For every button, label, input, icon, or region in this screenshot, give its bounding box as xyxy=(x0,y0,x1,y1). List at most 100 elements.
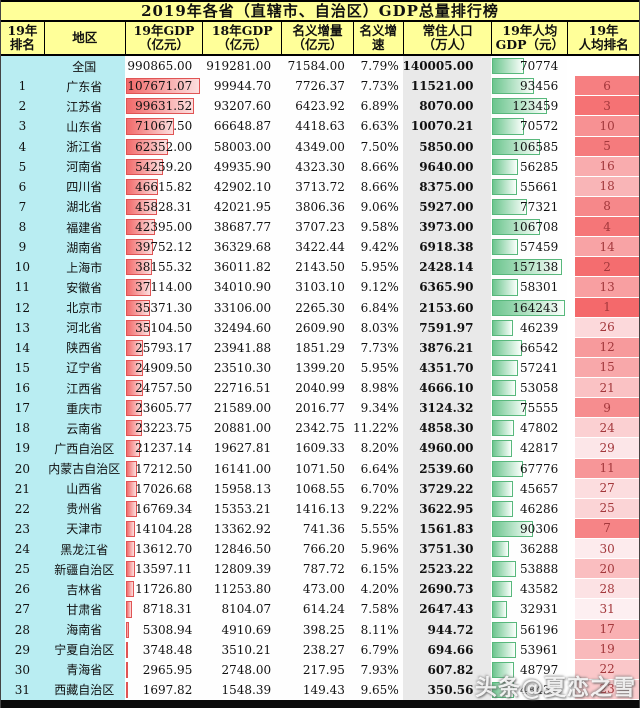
gdp18-cell: 20881.00 xyxy=(202,418,282,439)
gdp-bar xyxy=(125,299,150,316)
gdp18-cell: 36329.68 xyxy=(202,237,282,258)
table-row: 5 河南省 54259.20 49935.90 4323.30 8.66% 9640.00 5… xyxy=(1,156,639,177)
table-row: 25 新疆自治区 13597.11 12809.39 787.72 6.15% 2523.2… xyxy=(1,559,639,580)
population-cell: 2539.60 xyxy=(402,458,492,479)
percap-bar xyxy=(492,239,519,256)
percap-rank-fill: 14 xyxy=(575,237,639,257)
growth-cell: 8.66% xyxy=(352,156,403,177)
region-cell: 黑龙江省 xyxy=(43,539,125,560)
rank-cell: 20 xyxy=(1,458,44,479)
gdp-bar xyxy=(125,661,128,678)
gdp19-cell: 17026.68 xyxy=(124,478,203,499)
percap-rank-cell: 28 xyxy=(567,579,639,600)
percap-rank-cell: 4 xyxy=(567,217,639,238)
rank-cell: 17 xyxy=(1,398,44,419)
gdp-bar xyxy=(125,78,200,95)
delta-cell: 1851.29 xyxy=(281,337,353,358)
column-header-region: 地区 xyxy=(43,22,125,54)
population-cell: 6918.38 xyxy=(402,237,492,258)
percap-rank-fill: 25 xyxy=(575,498,639,518)
region-cell: 宁夏自治区 xyxy=(43,639,125,660)
gdp-bar xyxy=(125,681,128,698)
percap-bar xyxy=(492,198,527,215)
percap-rank-fill: 22 xyxy=(575,659,639,679)
percap-rank-cell: 26 xyxy=(567,317,639,338)
gdp-bar xyxy=(125,440,141,457)
percap-bar xyxy=(492,219,540,236)
table-row: 12 北京市 35371.30 33106.00 2265.30 6.84% 2153.60… xyxy=(1,297,639,318)
rank-cell: 25 xyxy=(1,559,44,580)
percap-rank-cell: 27 xyxy=(567,478,639,499)
gdp19-cell: 24757.50 xyxy=(124,378,203,399)
delta-cell: 741.36 xyxy=(281,518,353,539)
percap-rank-cell: 29 xyxy=(567,438,639,459)
table-row: 全国 990865.00 919281.00 71584.00 7.79% 140005.… xyxy=(1,56,639,77)
gdp18-cell: 22716.51 xyxy=(202,378,282,399)
delta-cell: 3422.44 xyxy=(281,237,353,258)
percap-rank-fill: 17 xyxy=(575,619,639,639)
population-cell: 4351.70 xyxy=(402,357,492,378)
growth-cell: 9.65% xyxy=(352,679,403,700)
percap-rank-fill: 7 xyxy=(575,518,639,538)
rank-cell: 9 xyxy=(1,237,44,258)
table-header: 19年 排名 地区 19年GDP （亿元） 18年GDP （亿元） 名义增量 （亿元）名… xyxy=(1,22,639,56)
gdp-bar xyxy=(125,219,155,236)
rank-cell: 29 xyxy=(1,639,44,660)
percap-rank-cell: 22 xyxy=(567,659,639,680)
percap-bar xyxy=(492,661,515,678)
region-cell: 河北省 xyxy=(43,317,125,338)
region-cell: 浙江省 xyxy=(43,136,125,157)
population-cell: 607.82 xyxy=(402,659,492,680)
percap-cell: 123459 xyxy=(491,96,568,117)
gdp19-cell: 11726.80 xyxy=(124,579,203,600)
population-cell: 2647.43 xyxy=(402,599,492,620)
percap-bar xyxy=(492,339,523,356)
growth-cell: 5.55% xyxy=(352,518,403,539)
rank-cell: 7 xyxy=(1,196,44,217)
rank-cell: 26 xyxy=(1,579,44,600)
region-cell: 江西省 xyxy=(43,378,125,399)
percap-bar xyxy=(492,520,533,537)
percap-cell: 55661 xyxy=(491,176,568,197)
percap-rank-fill: 24 xyxy=(575,418,639,438)
rank-cell: 24 xyxy=(1,539,44,560)
population-cell: 3124.32 xyxy=(402,398,492,419)
percap-rank-fill: 27 xyxy=(575,478,639,498)
percap-rank-cell: 24 xyxy=(567,418,639,439)
gdp19-cell: 99631.52 xyxy=(124,96,203,117)
percap-rank-fill: 3 xyxy=(575,96,639,116)
region-cell: 福建省 xyxy=(43,217,125,238)
percap-cell: 53058 xyxy=(491,378,568,399)
gdp19-cell: 45828.31 xyxy=(124,196,203,217)
percap-rank-fill: 9 xyxy=(575,398,639,418)
gdp-bar xyxy=(125,400,142,417)
growth-cell: 9.22% xyxy=(352,498,403,519)
percap-rank-fill: 10 xyxy=(575,116,639,136)
rank-cell: 2 xyxy=(1,96,44,117)
column-header-growth: 名义增 速 xyxy=(352,22,403,54)
growth-cell: 7.79% xyxy=(352,56,403,77)
percap-rank-cell: 20 xyxy=(567,559,639,580)
delta-cell: 3707.23 xyxy=(281,217,353,238)
percap-rank-cell: 30 xyxy=(567,539,639,560)
percap-bar xyxy=(492,621,518,638)
population-cell: 944.72 xyxy=(402,619,492,640)
growth-cell: 8.20% xyxy=(352,438,403,459)
region-cell: 安徽省 xyxy=(43,277,125,298)
percap-rank-fill: 1 xyxy=(575,297,639,317)
percap-cell: 42817 xyxy=(491,438,568,459)
percap-bar xyxy=(492,460,523,477)
growth-cell: 6.79% xyxy=(352,639,403,660)
delta-cell: 3713.72 xyxy=(281,176,353,197)
percap-rank-fill: 4 xyxy=(575,217,639,237)
percap-bar xyxy=(492,78,535,95)
population-cell: 2153.60 xyxy=(402,297,492,318)
growth-cell: 6.64% xyxy=(352,458,403,479)
table-row: 24 黑龙江省 13612.70 12846.50 766.20 5.96% 3751.30… xyxy=(1,539,639,560)
gdp19-cell: 107671.07 xyxy=(124,76,203,97)
region-cell: 湖北省 xyxy=(43,196,125,217)
gdp18-cell: 36011.82 xyxy=(202,257,282,278)
growth-cell: 8.11% xyxy=(352,619,403,640)
delta-cell: 1399.20 xyxy=(281,357,353,378)
percap-bar xyxy=(492,420,514,437)
